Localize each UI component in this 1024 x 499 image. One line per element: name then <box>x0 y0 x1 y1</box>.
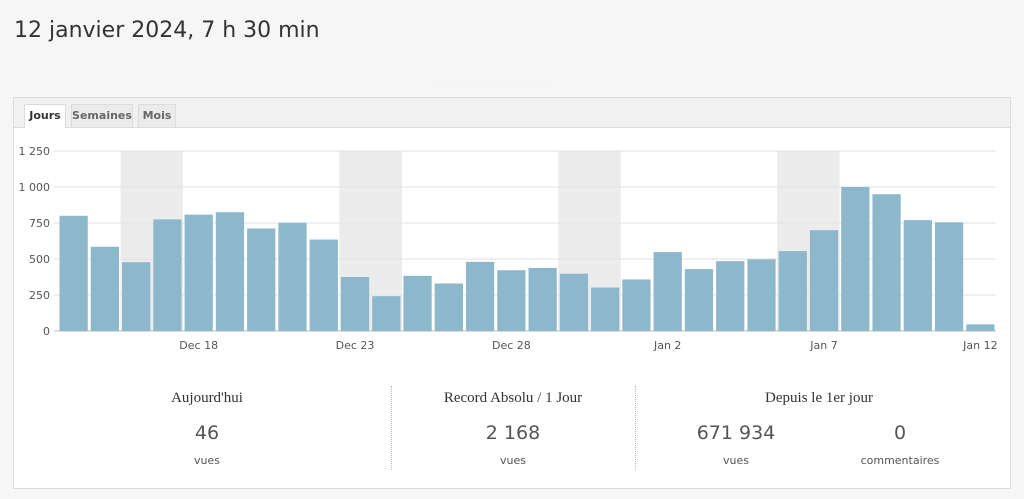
bar[interactable] <box>309 239 338 331</box>
y-tick-label: 250 <box>29 289 50 302</box>
tab-jours[interactable]: Jours <box>24 104 66 128</box>
bar[interactable] <box>122 262 151 331</box>
bar[interactable] <box>372 296 401 331</box>
page-title: 12 janvier 2024, 7 h 30 min <box>14 18 320 43</box>
bar[interactable] <box>872 194 901 331</box>
bar[interactable] <box>841 187 870 331</box>
x-tick-label: Dec 28 <box>492 339 531 352</box>
stat-since-comments-label: commentaires <box>860 454 940 467</box>
stat-since: Depuis le 1er jour 671 934 vues 0 commen… <box>636 380 1002 474</box>
y-tick-label: 1 250 <box>19 145 51 158</box>
bar[interactable] <box>653 252 682 331</box>
bar[interactable] <box>153 219 182 331</box>
divider-line <box>430 82 550 83</box>
bar[interactable] <box>278 222 307 331</box>
stat-since-views-label: vues <box>723 454 749 467</box>
tab-mois[interactable]: Mois <box>138 104 176 127</box>
bar[interactable] <box>184 214 213 331</box>
bar[interactable] <box>966 324 995 331</box>
bar[interactable] <box>809 230 839 331</box>
bar[interactable] <box>465 261 495 331</box>
bar[interactable] <box>559 273 589 331</box>
y-tick-label: 500 <box>29 253 50 266</box>
stat-record: Record Absolu / 1 Jour 2 168 vues <box>392 380 634 474</box>
stat-since-views-value: 671 934 <box>696 422 776 444</box>
stat-today: Aujourd'hui 46 vues <box>34 380 380 474</box>
tab-semaines[interactable]: Semaines <box>71 104 133 127</box>
bar[interactable] <box>90 246 120 331</box>
stat-today-title: Aujourd'hui <box>171 390 243 406</box>
bar[interactable] <box>903 220 932 331</box>
bar[interactable] <box>528 267 557 331</box>
bar[interactable] <box>778 251 807 331</box>
y-tick-label: 0 <box>43 325 50 338</box>
bar[interactable] <box>497 270 526 331</box>
stat-today-label: vues <box>194 454 220 467</box>
bar[interactable] <box>434 283 463 331</box>
stat-since-title: Depuis le 1er jour <box>765 390 873 406</box>
x-tick-label: Jan 12 <box>962 339 997 352</box>
stat-divider <box>635 386 636 470</box>
x-tick-label: Jan 2 <box>653 339 681 352</box>
views-bar-chart: 0 250 500 750 1 000 1 250 Dec 18 Dec 23 Dec 28 Ja… <box>19 145 998 352</box>
stat-record-value: 2 168 <box>485 422 541 444</box>
stat-record-title: Record Absolu / 1 Jour <box>443 390 583 406</box>
bar[interactable] <box>59 215 88 331</box>
stat-since-comments-value: 0 <box>893 422 907 444</box>
bar[interactable] <box>622 279 651 331</box>
bar[interactable] <box>934 222 964 331</box>
bar[interactable] <box>247 228 276 331</box>
stat-today-value: 46 <box>194 422 220 444</box>
bar[interactable] <box>716 261 745 331</box>
y-tick-label: 1 000 <box>19 181 51 194</box>
period-tabs: Jours Semaines Mois <box>14 98 1010 128</box>
bar[interactable] <box>684 269 714 331</box>
bar[interactable] <box>591 287 620 331</box>
x-tick-label: Dec 18 <box>179 339 218 352</box>
bar[interactable] <box>340 277 370 331</box>
bar[interactable] <box>747 259 776 331</box>
bar[interactable] <box>403 275 432 331</box>
stat-record-label: vues <box>500 454 526 467</box>
y-tick-label: 750 <box>29 217 50 230</box>
stat-divider <box>391 386 392 470</box>
stats-card: Jours Semaines Mois 0 250 500 750 1 000 1 250… <box>13 97 1011 489</box>
bar[interactable] <box>215 212 245 331</box>
x-tick-label: Dec 23 <box>336 339 375 352</box>
x-tick-label: Jan 7 <box>809 339 837 352</box>
